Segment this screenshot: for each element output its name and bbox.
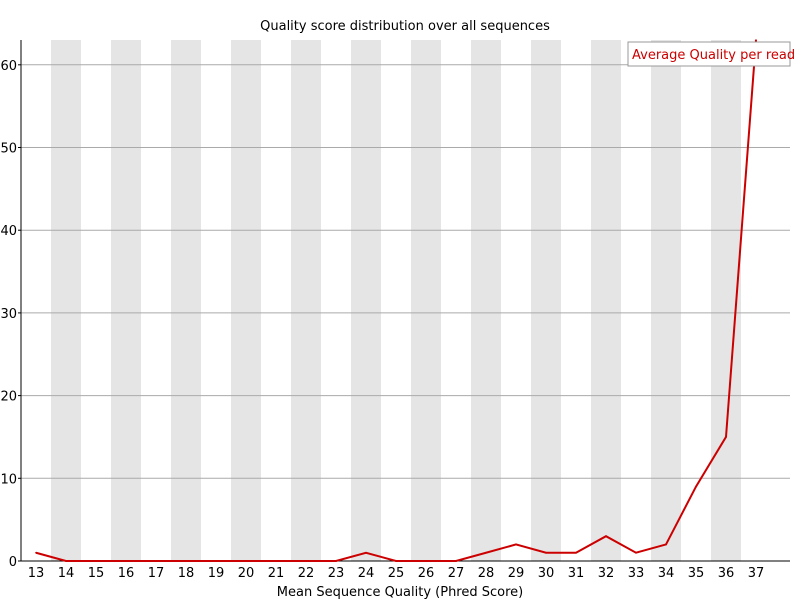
data-point-25	[395, 560, 397, 562]
y-tick-label-20: 20	[0, 390, 17, 405]
x-tick-label-24: 24	[358, 566, 375, 581]
x-axis-label: Mean Sequence Quality (Phred Score)	[277, 585, 523, 600]
data-point-22	[305, 560, 307, 562]
data-point-27	[455, 560, 457, 562]
data-point-35	[695, 485, 697, 488]
data-point-14	[65, 560, 67, 562]
data-point-13	[35, 551, 37, 554]
data-point-18	[185, 560, 187, 562]
legend-box	[627, 41, 791, 67]
alternating-bands	[51, 40, 741, 561]
data-point-21	[275, 560, 277, 562]
legend: Average Quality per read	[627, 41, 795, 67]
band-30	[531, 40, 561, 561]
x-tick-label-27: 27	[448, 566, 465, 581]
band-34	[651, 40, 681, 561]
x-tick-label-29: 29	[508, 566, 525, 581]
data-point-15	[95, 560, 97, 562]
band-28	[471, 40, 501, 561]
x-tick-label-33: 33	[628, 566, 645, 581]
x-tick-label-25: 25	[388, 566, 405, 581]
x-tick-label-14: 14	[58, 566, 75, 581]
data-point-17	[155, 560, 157, 562]
data-point-34	[665, 543, 667, 546]
x-axis-ticks: 13 14 15 16 17 18 19 20 21 22 23 24 25 26 27 28 29 30 31 32…	[28, 566, 765, 581]
x-tick-label-23: 23	[328, 566, 345, 581]
x-tick-label-16: 16	[118, 566, 135, 581]
data-point-33	[635, 551, 637, 554]
y-tick-label-0: 0	[9, 555, 17, 570]
series-layer	[35, 39, 757, 562]
data-point-19	[215, 560, 217, 562]
chart-title: Quality score distribution over all sequ…	[260, 19, 550, 34]
x-tick-label-26: 26	[418, 566, 435, 581]
x-tick-label-36: 36	[718, 566, 735, 581]
data-point-23	[335, 560, 337, 562]
legend-label: Average Quality per read	[632, 48, 795, 63]
y-tick-label-10: 10	[0, 472, 17, 487]
data-point-32	[605, 535, 607, 537]
band-18	[171, 40, 201, 561]
x-tick-label-13: 13	[28, 566, 45, 581]
x-tick-label-17: 17	[148, 566, 165, 581]
data-point-26	[425, 560, 427, 562]
x-tick-label-18: 18	[178, 566, 195, 581]
y-axis-ticks: 0 10 20 30 40 50 60	[0, 59, 21, 570]
band-32	[591, 40, 621, 561]
data-point-36	[725, 436, 727, 438]
x-tick-label-30: 30	[538, 566, 555, 581]
band-16	[111, 40, 141, 561]
band-20	[231, 40, 261, 561]
y-tick-label-40: 40	[0, 224, 17, 239]
x-tick-label-37: 37	[748, 566, 765, 581]
x-tick-label-21: 21	[268, 566, 285, 581]
band-26	[411, 40, 441, 561]
x-tick-label-28: 28	[478, 566, 495, 581]
y-tick-label-30: 30	[0, 307, 17, 322]
x-tick-label-32: 32	[598, 566, 615, 581]
x-tick-label-35: 35	[688, 566, 705, 581]
x-tick-label-31: 31	[568, 566, 585, 581]
y-tick-label-60: 60	[0, 59, 17, 74]
x-tick-label-20: 20	[238, 566, 255, 581]
data-point-16	[125, 560, 127, 562]
y-tick-label-50: 50	[0, 142, 17, 157]
data-point-30	[545, 551, 547, 554]
x-tick-label-34: 34	[658, 566, 675, 581]
data-point-20	[245, 560, 247, 562]
data-point-29	[515, 543, 517, 546]
data-point-28	[485, 551, 487, 554]
data-point-37	[755, 39, 757, 41]
x-tick-label-22: 22	[298, 566, 315, 581]
x-tick-label-15: 15	[88, 566, 105, 581]
data-point-24	[365, 551, 367, 554]
band-24	[351, 40, 381, 561]
data-point-31	[575, 551, 577, 554]
band-14	[51, 40, 81, 561]
series-line-0	[35, 39, 757, 562]
x-tick-label-19: 19	[208, 566, 225, 581]
band-22	[291, 40, 321, 561]
